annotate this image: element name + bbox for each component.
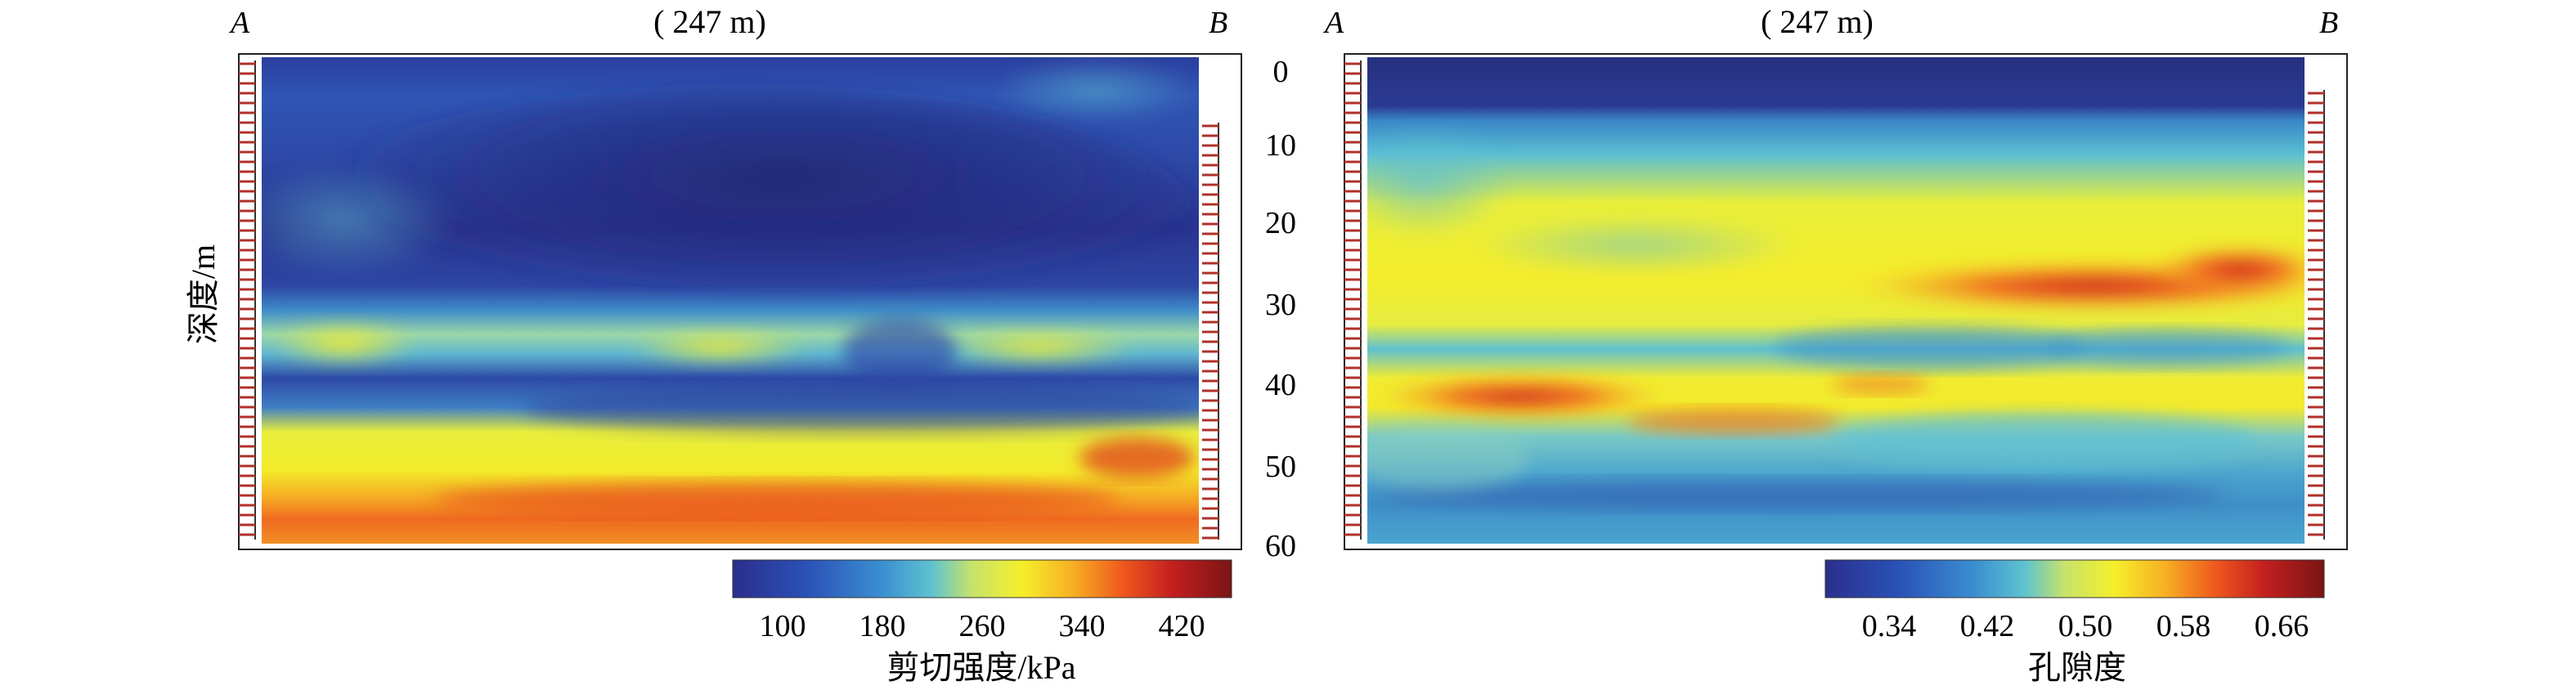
left-ruler-b <box>1202 123 1219 540</box>
right-colorbar-tick: 0.58 <box>2156 609 2211 643</box>
left-ruler-a <box>239 60 256 540</box>
right-colorbar-tick: 0.34 <box>1862 609 1917 643</box>
depth-tick: 60 <box>1265 529 1296 563</box>
right-colorbar-tick: 0.66 <box>2255 609 2309 643</box>
left-end-label-b: B <box>1209 6 1227 40</box>
right-section-length: ( 247 m) <box>1761 3 1874 40</box>
right-ruler-a <box>1344 60 1362 540</box>
depth-tick: 0 <box>1273 55 1289 89</box>
right-heatmap <box>1367 57 2304 544</box>
left-colorbar-tick: 260 <box>959 609 1006 643</box>
left-section-length: ( 247 m) <box>653 3 766 40</box>
right-colorbar-label: 孔隙度 <box>2028 649 2126 686</box>
left-panel: A ( 247 m) B 深度/m 100 180 <box>185 3 1242 686</box>
right-colorbar-ticks: 0.34 0.42 0.50 0.58 0.66 <box>1862 609 2309 643</box>
right-colorbar <box>1824 559 2325 598</box>
right-colorbar-tick: 0.42 <box>1960 609 2015 643</box>
right-end-label-a: A <box>1322 6 1344 40</box>
left-end-label-a: A <box>228 6 250 40</box>
depth-tick: 10 <box>1265 128 1296 163</box>
left-heatmap <box>262 57 1199 544</box>
left-colorbar-tick: 180 <box>859 609 906 643</box>
left-colorbar-ticks: 100 180 260 340 420 <box>760 609 1205 643</box>
depth-scale: 0 10 20 30 40 50 60 <box>1265 55 1296 563</box>
left-colorbar-tick: 100 <box>760 609 806 643</box>
left-colorbar-tick: 340 <box>1059 609 1106 643</box>
depth-tick: 50 <box>1265 450 1296 484</box>
left-colorbar <box>732 559 1232 598</box>
right-colorbar-tick: 0.50 <box>2058 609 2113 643</box>
depth-tick: 20 <box>1265 206 1296 240</box>
left-colorbar-label: 剪切强度/kPa <box>886 649 1075 686</box>
right-end-label-b: B <box>2319 6 2338 40</box>
right-panel: A ( 247 m) B 0.34 0.42 0.50 0.58 <box>1322 3 2348 686</box>
right-ruler-b <box>2308 90 2325 540</box>
depth-axis-title: 深度/m <box>185 244 222 344</box>
depth-tick: 40 <box>1265 368 1296 402</box>
left-colorbar-tick: 420 <box>1159 609 1205 643</box>
depth-tick: 30 <box>1265 288 1296 322</box>
